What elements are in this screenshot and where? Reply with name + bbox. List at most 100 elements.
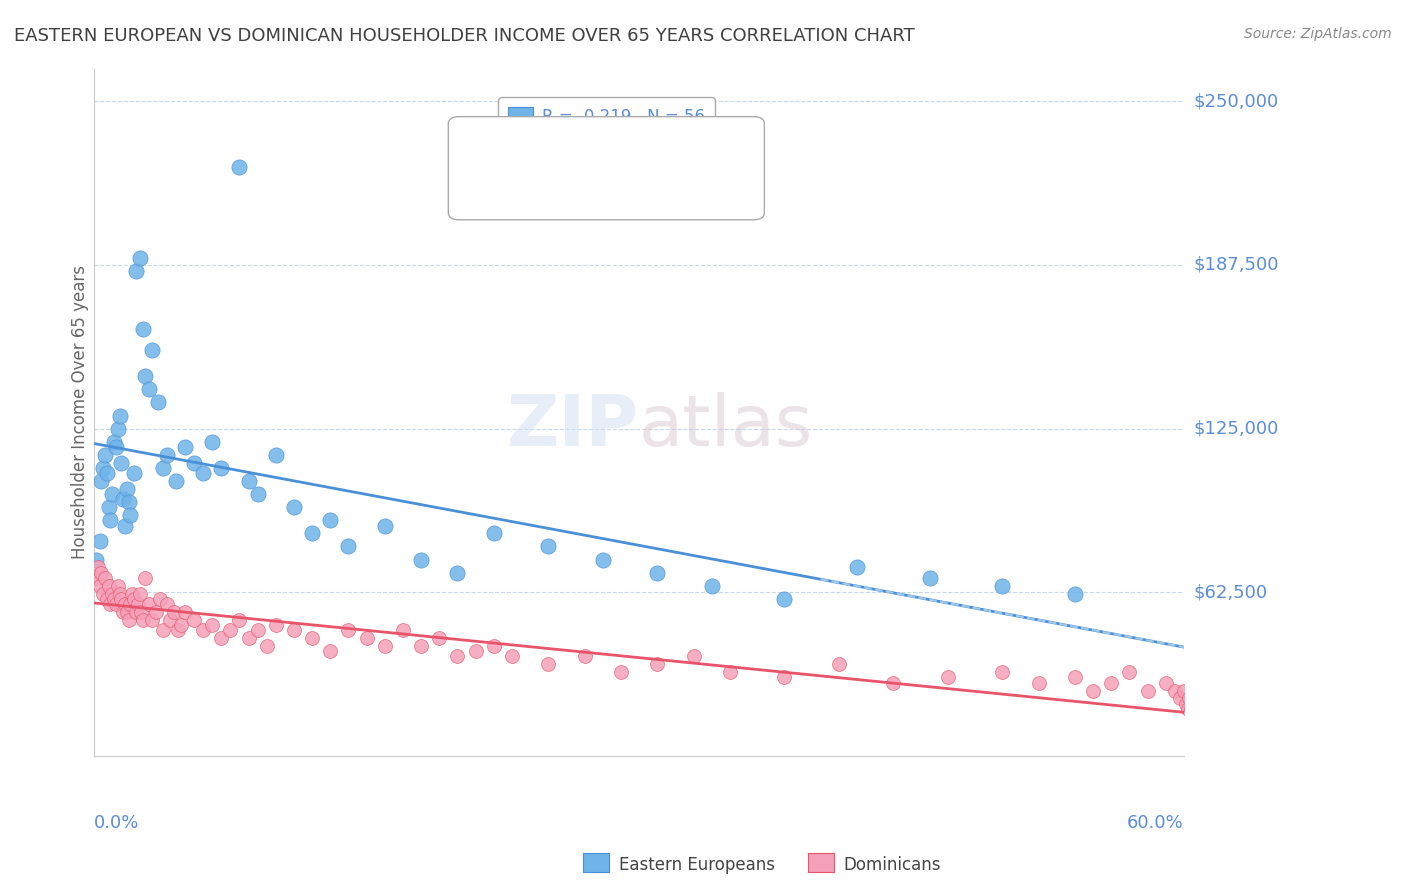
Point [96,466,118,480]
Point [1174,697,1197,711]
Point [918,571,941,585]
Point [1202,744,1225,758]
Point [90,566,112,580]
Point [718,665,741,680]
Point [682,649,704,664]
Point [356,631,378,645]
Point [163,605,186,619]
Point [174,440,197,454]
Point [319,644,342,658]
Point [107,422,129,436]
Point [337,540,360,554]
Text: EASTERN EUROPEAN VS DOMINICAN HOUSEHOLDER INCOME OVER 65 YEARS CORRELATION CHART: EASTERN EUROPEAN VS DOMINICAN HOUSEHOLDE… [14,27,915,45]
Point [209,461,232,475]
Point [117,613,139,627]
Point [107,579,129,593]
Point [183,613,205,627]
Point [264,618,287,632]
Point [592,552,614,566]
Point [337,624,360,638]
Point [112,492,135,507]
Point [108,587,131,601]
Point [283,624,305,638]
Point [104,440,127,454]
Point [209,631,232,645]
Point [1028,675,1050,690]
Point [1184,702,1206,716]
Point [773,670,796,684]
Point [537,657,560,672]
Point [936,670,959,684]
Point [156,597,179,611]
Point [110,591,132,606]
Point [1198,736,1220,750]
Point [132,322,155,336]
Point [256,639,278,653]
Point [1177,702,1199,716]
Point [141,343,163,357]
Point [1099,675,1122,690]
Point [122,591,145,606]
Point [537,540,560,554]
Point [446,649,468,664]
Point [409,552,432,566]
Point [301,631,323,645]
Point [482,639,505,653]
Point [148,591,170,606]
Point [991,665,1014,680]
Point [96,591,118,606]
Point [115,482,138,496]
Point [125,605,148,619]
FancyBboxPatch shape [449,117,765,219]
Point [228,160,250,174]
Text: 0.0%: 0.0% [94,814,139,832]
Point [1191,728,1213,742]
Point [134,571,156,585]
Point [409,639,432,653]
Legend: R = -0.219   N = 56, R = -0.598   N = 99: R = -0.219 N = 56, R = -0.598 N = 99 [498,97,714,162]
Point [228,613,250,627]
Point [87,560,110,574]
Point [112,605,135,619]
Point [991,579,1014,593]
Point [374,518,396,533]
Point [104,597,127,611]
Point [97,579,120,593]
Point [427,631,450,645]
Point [319,513,342,527]
Point [610,665,633,680]
Point [128,587,150,601]
Point [132,613,155,627]
Point [127,597,149,611]
Point [170,618,193,632]
Text: $125,000: $125,000 [1194,419,1278,438]
Point [120,597,142,611]
Text: Dominicans: Dominicans [844,856,941,874]
Point [166,624,188,638]
Point [152,461,174,475]
Point [1189,723,1212,737]
Point [464,644,486,658]
Point [1168,691,1191,706]
Point [108,409,131,423]
Point [1195,723,1218,737]
Point [101,587,124,601]
Point [91,461,114,475]
Point [482,526,505,541]
Point [246,624,269,638]
Point [117,495,139,509]
Point [121,587,143,601]
Point [94,448,117,462]
Text: $62,500: $62,500 [1194,583,1267,601]
Point [1192,717,1215,731]
Point [574,649,596,664]
Point [1081,683,1104,698]
Point [100,513,122,527]
Point [152,624,174,638]
Point [828,657,851,672]
Point [773,591,796,606]
Point [201,434,224,449]
Point [89,579,111,593]
Point [1164,683,1187,698]
Point [191,624,214,638]
